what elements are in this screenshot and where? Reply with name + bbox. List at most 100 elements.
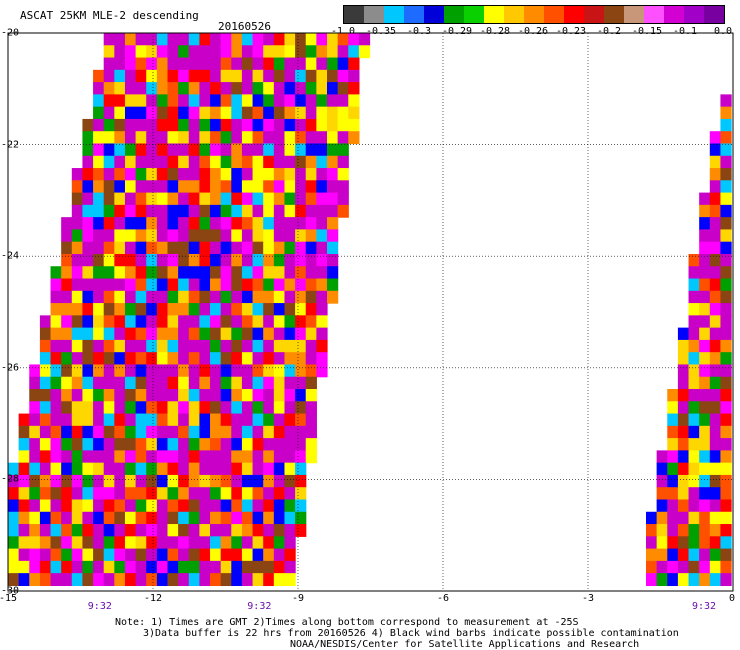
wind-cell [241,401,254,415]
wind-cell [124,57,137,71]
wind-cell [252,45,264,59]
wind-cell [231,438,243,451]
wind-cell [252,315,264,329]
wind-cell [667,389,679,402]
wind-cell [273,204,286,218]
wind-cell [241,389,254,402]
wind-cell [252,425,264,439]
wind-cell [709,413,722,427]
wind-cell [252,155,264,169]
wind-cell [284,315,296,329]
wind-cell [188,180,200,194]
wind-cell [273,511,286,525]
wind-cell [241,253,254,267]
wind-cell [39,450,52,464]
wind-cell [699,364,711,378]
wind-cell [146,315,158,329]
wind-cell [327,131,339,145]
wind-cell [720,266,732,280]
wind-cell [114,548,126,562]
wind-cell [295,462,307,476]
wind-cell [50,425,62,439]
wind-cell [231,131,243,145]
wind-cell [82,499,94,513]
wind-cell [82,168,94,181]
wind-cell [241,229,254,243]
wind-cell [252,290,264,304]
wind-cell [93,524,105,537]
wind-cell [667,487,679,501]
wind-cell [231,290,243,304]
wind-cell [241,290,254,304]
wind-cell [18,548,30,562]
wind-cell [709,450,722,464]
wind-cell [699,425,711,439]
wind-cell [135,33,147,46]
wind-cell [93,278,105,292]
wind-cell [263,217,275,231]
wind-cell [146,290,158,304]
wind-cell [167,241,179,255]
wind-cell [709,425,722,439]
wind-cell [210,278,222,292]
wind-cell [263,339,275,353]
wind-cell [199,376,211,390]
wind-cell [263,57,275,71]
wind-cell [231,511,243,525]
wind-cell [263,278,275,292]
wind-cell [295,131,307,145]
wind-cell [39,524,52,537]
wind-cell [688,352,700,366]
wind-cell [220,253,232,267]
wind-cell [71,192,84,206]
wind-cell [18,573,30,587]
wind-cell [220,376,232,390]
wind-cell [82,192,94,206]
wind-cell [699,462,711,476]
wind-cell [699,376,711,390]
wind-cell [114,229,126,243]
wind-cell [252,303,264,316]
wind-cell [71,217,84,231]
wind-cell [709,499,722,513]
wind-cell [146,573,158,587]
wind-cell [327,82,339,95]
wind-cell [220,425,232,439]
wind-cell [124,168,137,181]
wind-cell [29,560,41,574]
wind-cell [327,278,339,292]
wind-cell [284,339,296,353]
wind-cell [284,462,296,476]
wind-cell [252,462,264,476]
wind-cell [231,413,243,427]
wind-cell [284,94,296,108]
wind-cell [284,474,296,488]
wind-cell [220,401,232,415]
wind-cell [135,438,147,451]
wind-cell [146,327,158,341]
wind-cell [316,118,328,132]
wind-cell [220,266,232,280]
wind-cell [709,573,722,587]
wind-cell [188,192,200,206]
wind-cell [273,573,286,587]
wind-cell [720,168,732,181]
wind-cell [305,401,317,415]
wind-cell [39,462,52,476]
wind-cell [29,524,41,537]
wind-cell [71,560,84,574]
wind-cell [305,94,317,108]
wind-cell [284,376,296,390]
wind-cell [720,217,732,231]
wind-cell [709,438,722,451]
wind-cell [114,474,126,488]
wind-cell [124,499,137,513]
wind-cell [295,352,307,366]
wind-cell [29,511,41,525]
wind-cell [284,45,296,59]
wind-cell [316,241,328,255]
wind-cell [241,266,254,280]
wind-cell [135,118,147,132]
wind-cell [199,180,211,194]
wind-cell [146,548,158,562]
